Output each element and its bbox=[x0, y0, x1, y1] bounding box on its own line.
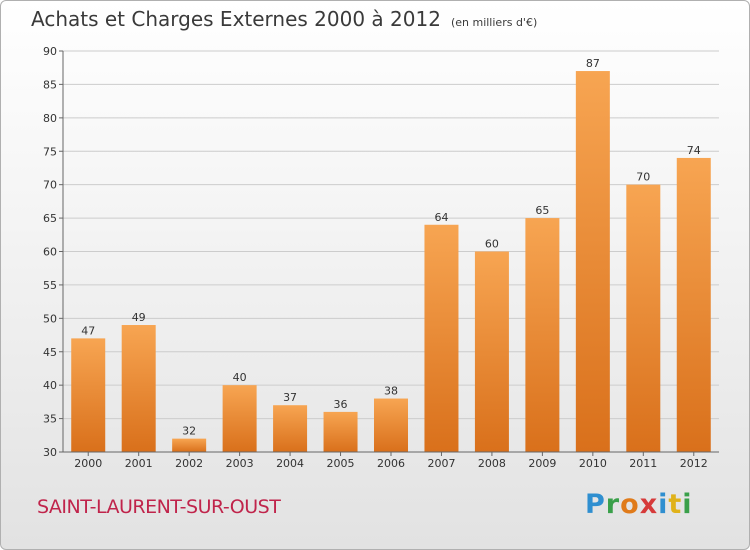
data-label: 65 bbox=[535, 204, 549, 217]
x-tick-label: 2008 bbox=[478, 457, 506, 470]
proxiti-logo: Proxiti bbox=[585, 489, 693, 520]
y-tick-label: 30 bbox=[43, 446, 57, 459]
logo-letter: i bbox=[658, 489, 669, 520]
bar-2003 bbox=[222, 385, 257, 452]
y-tick-label: 70 bbox=[43, 179, 57, 192]
y-tick-label: 50 bbox=[43, 312, 57, 325]
data-label: 32 bbox=[182, 425, 196, 438]
x-tick-label: 2012 bbox=[680, 457, 708, 470]
labels-layer: 47 49 32 40 37 36 38 64 60 65 87 70 74 bbox=[81, 57, 701, 438]
data-label: 36 bbox=[334, 398, 348, 411]
bar-2000 bbox=[71, 338, 106, 452]
y-tick-label: 45 bbox=[43, 346, 57, 359]
x-tick-label: 2011 bbox=[629, 457, 657, 470]
bar-2001 bbox=[121, 325, 156, 452]
y-tick-label: 80 bbox=[43, 112, 57, 125]
data-label: 60 bbox=[485, 238, 499, 251]
y-tick-label: 75 bbox=[43, 145, 57, 158]
y-tick-label: 60 bbox=[43, 246, 57, 259]
data-label: 38 bbox=[384, 385, 398, 398]
commune-name: SAINT-LAURENT-SUR-OUST bbox=[37, 496, 281, 518]
chart-title-block: Achats et Charges Externes 2000 à 2012 (e… bbox=[31, 7, 537, 31]
y-tick-label: 90 bbox=[43, 45, 57, 58]
bar-2002 bbox=[172, 438, 207, 452]
x-tick-label: 2003 bbox=[226, 457, 254, 470]
logo-letter: r bbox=[605, 489, 621, 520]
chart-unit: (en milliers d'€) bbox=[450, 16, 538, 29]
data-label: 40 bbox=[233, 371, 247, 384]
logo-letter: o bbox=[620, 489, 640, 520]
x-tick-label: 2005 bbox=[327, 457, 355, 470]
bars-layer bbox=[71, 71, 711, 453]
logo-letter: i bbox=[682, 489, 693, 520]
y-tick-label: 85 bbox=[43, 78, 57, 91]
bar-2006 bbox=[374, 398, 408, 452]
data-label: 47 bbox=[81, 324, 95, 337]
y-tick-label: 40 bbox=[43, 379, 57, 392]
bar-2004 bbox=[273, 405, 308, 452]
bar-2007 bbox=[424, 224, 459, 452]
axis-layer: 30 35 40 45 50 55 60 65 70 75 80 85 90 2000 2001 2002 20… bbox=[43, 45, 719, 470]
x-tick-label: 2001 bbox=[125, 457, 153, 470]
bar-2009 bbox=[525, 218, 560, 452]
data-label: 64 bbox=[434, 211, 448, 224]
x-tick-label: 2004 bbox=[276, 457, 304, 470]
logo-letter: t bbox=[668, 489, 683, 520]
bar-2008 bbox=[474, 251, 509, 452]
y-tick-label: 55 bbox=[43, 279, 57, 292]
data-label: 74 bbox=[687, 144, 701, 157]
logo-letter: x bbox=[639, 489, 659, 520]
x-tick-label: 2009 bbox=[528, 457, 556, 470]
data-label: 37 bbox=[283, 391, 297, 404]
data-label: 70 bbox=[636, 171, 650, 184]
bar-2010 bbox=[575, 71, 610, 453]
logo-letter: P bbox=[585, 489, 606, 520]
chart-title: Achats et Charges Externes 2000 à 2012 bbox=[31, 7, 441, 31]
bar-2005 bbox=[323, 411, 358, 452]
x-tick-label: 2007 bbox=[427, 457, 455, 470]
bar-2012 bbox=[676, 157, 711, 452]
x-tick-label: 2002 bbox=[175, 457, 203, 470]
bar-2011 bbox=[626, 184, 661, 452]
y-tick-label: 35 bbox=[43, 413, 57, 426]
x-tick-label: 2000 bbox=[74, 457, 102, 470]
data-label: 49 bbox=[132, 311, 146, 324]
data-label: 87 bbox=[586, 57, 600, 70]
x-tick-label: 2006 bbox=[377, 457, 405, 470]
x-tick-label: 2010 bbox=[579, 457, 607, 470]
y-tick-label: 65 bbox=[43, 212, 57, 225]
